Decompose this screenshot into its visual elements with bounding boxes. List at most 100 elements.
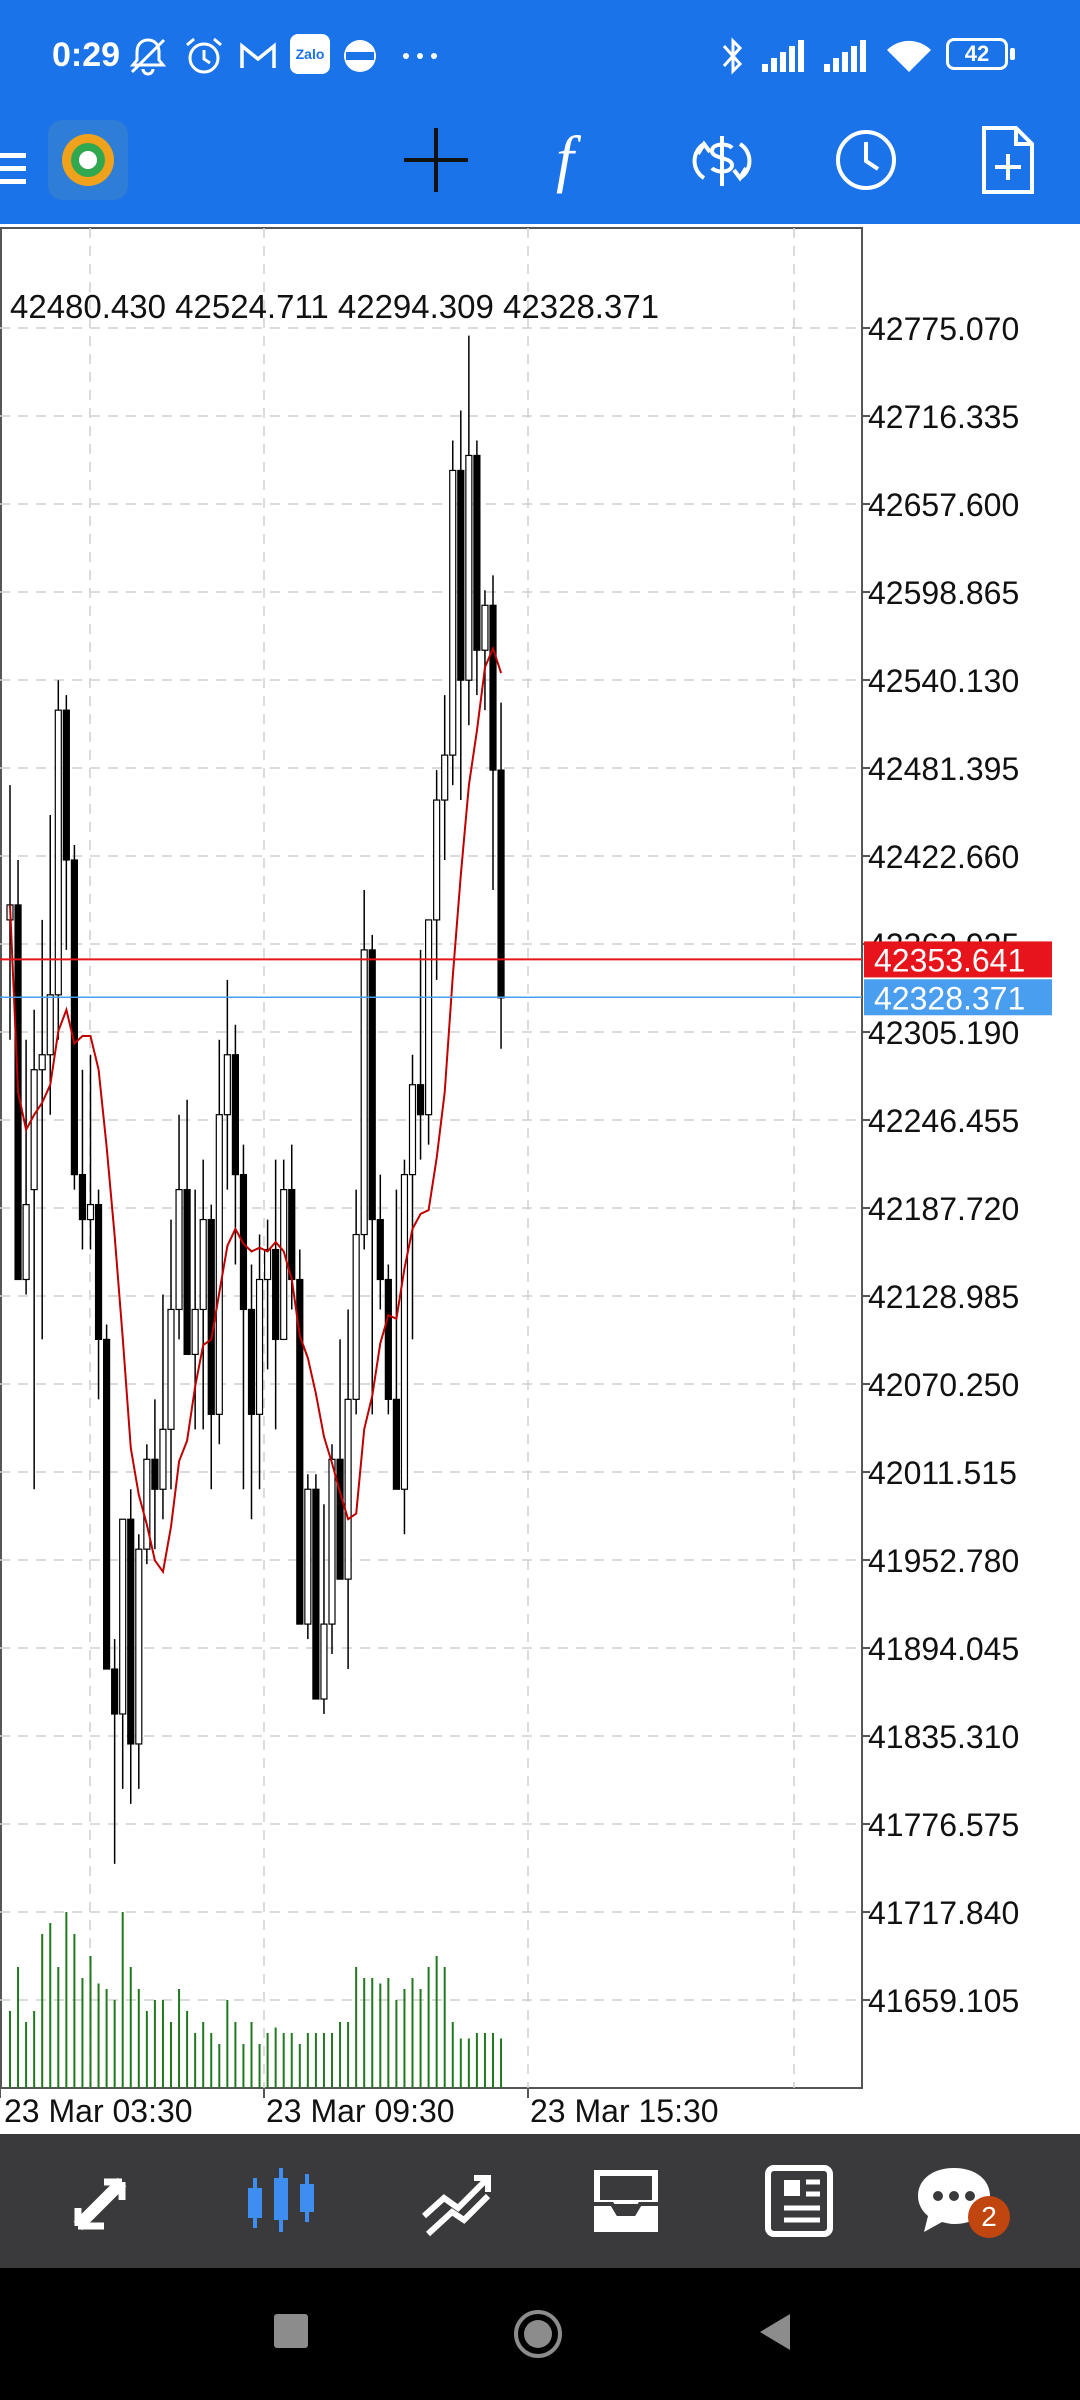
candle-body bbox=[272, 1248, 280, 1341]
gmail-icon bbox=[240, 42, 276, 68]
candle-body bbox=[247, 1308, 256, 1415]
recents-button[interactable] bbox=[274, 2314, 308, 2348]
bluetooth-icon bbox=[722, 37, 743, 75]
nav-history[interactable] bbox=[566, 2134, 686, 2268]
wifi-icon bbox=[887, 40, 931, 72]
candle-body bbox=[473, 454, 481, 651]
chart-frame bbox=[0, 227, 863, 2089]
price-label: 42716.335 bbox=[868, 399, 1019, 435]
chart-grid bbox=[0, 227, 863, 2089]
candle-body bbox=[159, 1428, 167, 1490]
price-label: 42422.660 bbox=[868, 839, 1019, 875]
nav-news[interactable] bbox=[740, 2134, 860, 2268]
candle-body bbox=[183, 1189, 191, 1356]
ask-price-tag bbox=[864, 941, 1052, 978]
more-dots-icon bbox=[403, 53, 437, 59]
app-icon bbox=[344, 40, 376, 72]
candle-body bbox=[30, 1069, 38, 1191]
candle-body bbox=[344, 1398, 352, 1580]
price-axis: 42775.070 42716.335 42657.600 42598.865 4254… bbox=[862, 311, 1019, 2019]
chart-area[interactable]: 42775.070 42716.335 42657.600 42598.865 4254… bbox=[0, 224, 1080, 2134]
battery-tip bbox=[1010, 48, 1015, 60]
candle-body bbox=[199, 1218, 207, 1311]
candle-body bbox=[231, 1054, 239, 1176]
price-label: 42011.515 bbox=[868, 1455, 1017, 1491]
candle-body bbox=[111, 1668, 119, 1715]
nav-trade[interactable] bbox=[394, 2134, 514, 2268]
signal-1-icon bbox=[762, 40, 804, 72]
candle-body bbox=[280, 1189, 288, 1341]
candle-body bbox=[288, 1189, 296, 1281]
crosshair-icon[interactable] bbox=[402, 126, 470, 194]
candle-body bbox=[167, 1308, 175, 1430]
price-label: 42481.395 bbox=[868, 751, 1019, 787]
home-button[interactable] bbox=[510, 2306, 566, 2362]
alarm-icon bbox=[186, 37, 222, 74]
candle-body bbox=[336, 1458, 344, 1580]
app-toolbar: f bbox=[0, 112, 1080, 224]
candle-body bbox=[489, 604, 497, 771]
bid-price-label: 42328.371 bbox=[874, 980, 1025, 1016]
candle-body bbox=[143, 1458, 151, 1550]
candle-body bbox=[78, 1174, 87, 1221]
status-bar: 0:29 Zalo 42 bbox=[0, 0, 1080, 112]
price-label: 41776.575 bbox=[868, 1807, 1019, 1843]
candle-body bbox=[497, 769, 505, 999]
indicators-icon[interactable]: f bbox=[556, 123, 574, 194]
candle-body bbox=[465, 454, 473, 681]
candle-body bbox=[392, 1398, 400, 1490]
price-label: 42187.720 bbox=[868, 1191, 1019, 1227]
candle-body bbox=[94, 1203, 103, 1341]
price-label: 42775.070 bbox=[868, 311, 1019, 347]
candle-body bbox=[425, 919, 433, 1116]
candle-body bbox=[223, 1054, 231, 1116]
candle-body bbox=[368, 949, 376, 1221]
nav-chart[interactable] bbox=[220, 2134, 340, 2268]
nav-quotes[interactable] bbox=[48, 2134, 168, 2268]
metatrader-logo[interactable] bbox=[46, 118, 130, 202]
price-label: 42598.865 bbox=[868, 575, 1019, 611]
candle-body bbox=[135, 1548, 143, 1745]
back-button[interactable] bbox=[756, 2310, 796, 2354]
candle-body bbox=[312, 1488, 320, 1700]
price-label: 42128.985 bbox=[868, 1279, 1019, 1315]
volume-histogram bbox=[9, 1912, 503, 2088]
candle-body bbox=[54, 709, 62, 996]
ohlc-readout: 42480.430 42524.711 42294.309 42328.371 bbox=[10, 288, 659, 325]
battery-icon: 42 bbox=[946, 38, 1008, 70]
candle-body bbox=[191, 1308, 199, 1356]
system-navigation bbox=[0, 2268, 1080, 2400]
price-label: 41894.045 bbox=[868, 1631, 1019, 1667]
candle-body bbox=[376, 1218, 384, 1281]
price-label: 42657.600 bbox=[868, 487, 1019, 523]
price-chart[interactable]: 42775.070 42716.335 42657.600 42598.865 4254… bbox=[0, 224, 1080, 2134]
candle-body bbox=[70, 859, 79, 1176]
bottom-navigation: 2 bbox=[0, 2134, 1080, 2268]
candle-body bbox=[264, 1248, 272, 1281]
ask-price-label: 42353.641 bbox=[874, 942, 1025, 978]
price-label: 41659.105 bbox=[868, 1983, 1019, 2019]
candle-body bbox=[449, 469, 457, 756]
candle-body bbox=[38, 1054, 46, 1071]
bid-price-tag bbox=[864, 979, 1052, 1016]
new-order-icon[interactable] bbox=[978, 124, 1038, 196]
timeframe-clock-icon[interactable] bbox=[832, 126, 900, 194]
candle-body bbox=[22, 1203, 30, 1281]
candle-body bbox=[416, 1084, 425, 1116]
time-label: 23 Mar 03:30 bbox=[4, 2093, 193, 2129]
candle-body bbox=[400, 1174, 409, 1490]
menu-icon[interactable] bbox=[0, 140, 30, 196]
candle-body bbox=[457, 469, 465, 681]
candle-body bbox=[62, 709, 70, 861]
candle-body bbox=[408, 1084, 417, 1176]
trade-dollar-icon[interactable] bbox=[684, 126, 760, 196]
candle-body bbox=[320, 1623, 328, 1700]
messages-badge: 2 bbox=[968, 2196, 1010, 2238]
quotes-icon bbox=[73, 2177, 127, 2231]
candle-body bbox=[441, 754, 449, 801]
zalo-icon: Zalo bbox=[290, 34, 330, 74]
time-label: 23 Mar 15:30 bbox=[530, 2093, 719, 2129]
candle-body bbox=[151, 1458, 159, 1490]
price-label: 41835.310 bbox=[868, 1719, 1019, 1755]
candle-body bbox=[328, 1458, 336, 1625]
